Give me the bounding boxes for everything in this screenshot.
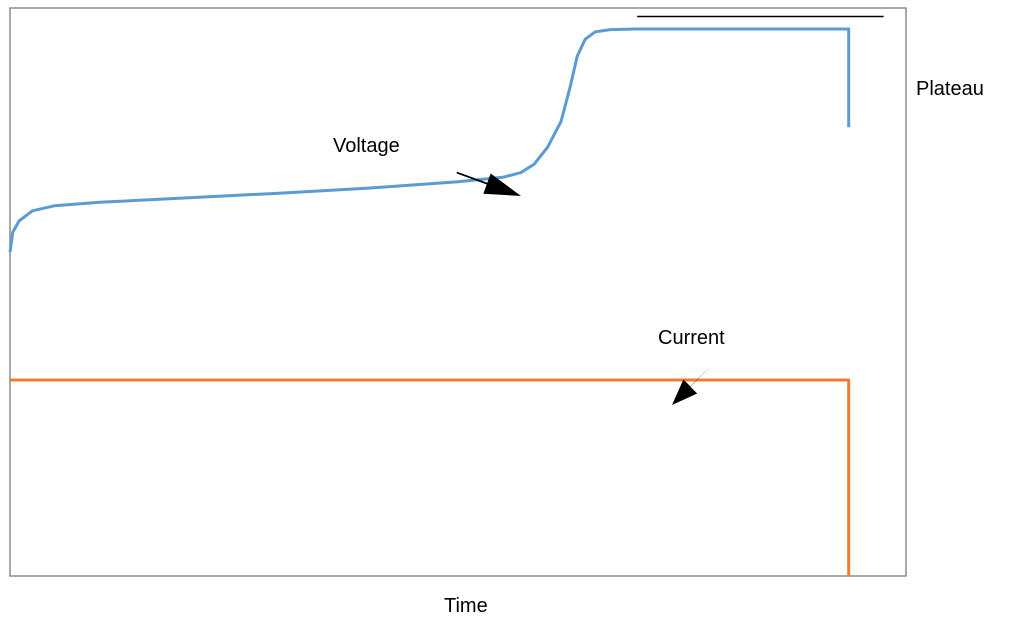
current-line (10, 378, 851, 576)
voltage-line (8, 27, 851, 253)
plateau-label: Plateau (916, 78, 984, 100)
current-arrow (672, 368, 709, 405)
current-label: Current (658, 327, 725, 349)
voltage-arrow (456, 171, 521, 196)
voltage-label: Voltage (333, 135, 400, 157)
plot-area-frame (9, 7, 907, 577)
x-axis-title: Time (444, 595, 488, 617)
series-layer (8, 27, 851, 576)
